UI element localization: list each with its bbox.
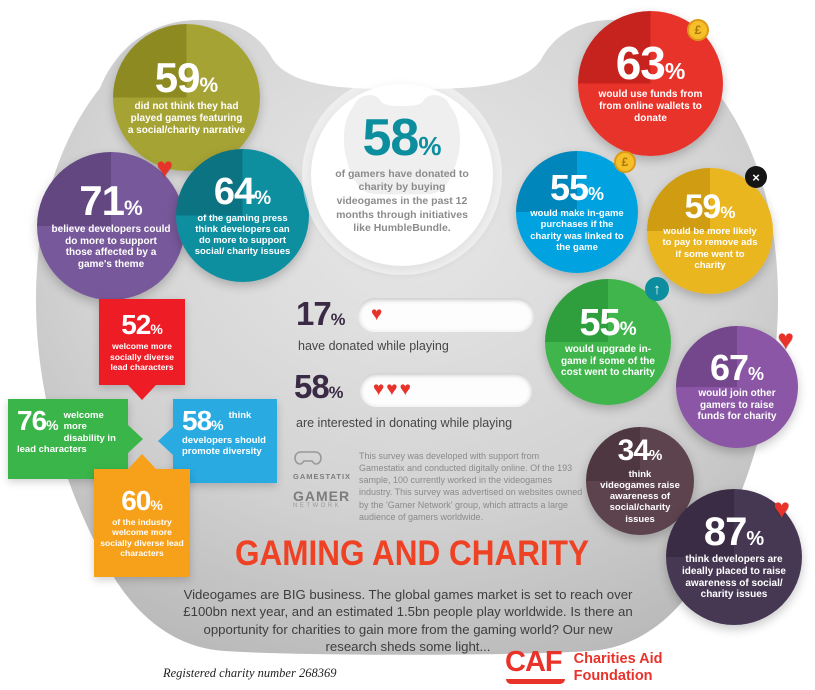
stat-value: 55% (549, 167, 605, 208)
stat-label: of the gaming press think developers can… (194, 212, 291, 258)
stat-label: would be more likely to pay to remove ad… (662, 226, 758, 271)
bubble-social-narrative: 59% did not think they had played games … (113, 24, 260, 171)
stat-value: 17% (296, 295, 346, 332)
heart-icon: ♥ (773, 493, 790, 524)
stat-label: welcome more disability in lead characte… (17, 410, 116, 456)
stat-label: are interested in donating while playing (296, 416, 513, 430)
heart-icon: ♥ (156, 152, 173, 183)
diamond-industry-diverse: 60% of the industry welcome more sociall… (94, 454, 190, 577)
interested-donating-row: 58% ♥♥♥ are interested in donating while… (294, 370, 549, 442)
coin-icon: £ (614, 151, 636, 173)
stat-value: 59% (154, 54, 219, 102)
stat-label: think developers are ideally placed to r… (682, 553, 786, 601)
stat-label: think videogames raise awareness of soci… (600, 468, 680, 525)
stat-label: of the industry welcome more socially di… (100, 517, 184, 559)
survey-note: GAMESTATIX GAMER NETWORK This survey was… (293, 450, 587, 523)
stat-value: 87% (703, 509, 765, 554)
gamer-network-logo: GAMER NETWORK (293, 488, 351, 509)
bubble-gaming-press: 64% of the gaming press think developers… (176, 149, 309, 282)
stat-value: 64% (213, 170, 272, 213)
diamond-socially-diverse: 52% welcome more socially diverse lead c… (99, 299, 185, 400)
bubble-raise-funds: ♥ 67% would join other gamers to raise f… (676, 326, 798, 448)
coin-icon: £ (687, 19, 709, 41)
intro-paragraph: Videogames are BIG business. The global … (183, 587, 633, 655)
stat-value: 60% (121, 484, 163, 516)
stat-value: 55% (579, 301, 637, 344)
page-title: GAMING AND CHARITY (234, 534, 590, 573)
caf-logo-name: Charities Aid Foundation (574, 648, 663, 686)
gamer-network-subtext: NETWORK (293, 503, 342, 509)
caf-logo-mark: CAF (505, 648, 565, 686)
stat-label: would use funds from from online wallets… (598, 89, 703, 124)
gamestatix-logo-text: GAMESTATIX (293, 472, 352, 481)
stat-value: 67% (709, 346, 765, 388)
heart-icon: ♥♥♥ (373, 379, 413, 400)
bubble-online-wallets: £ 63% would use funds from from online w… (578, 11, 723, 156)
diamond-promote-diversity: 58% think developers should promote dive… (158, 399, 277, 483)
stat-value: 34% (617, 434, 663, 468)
pointer-down (128, 385, 156, 400)
bubble-developers-support: ♥ 71% believe developers could do more t… (37, 152, 185, 300)
heart-icon: ♥ (371, 304, 385, 325)
caf-logo: CAF Charities Aid Foundation (505, 648, 663, 686)
heart-icon: ♥ (777, 324, 794, 355)
stat-value: 58% (182, 405, 224, 436)
gamestatix-logo: GAMESTATIX (293, 450, 352, 481)
caf-name-line2: Foundation (573, 668, 653, 685)
stat-label: of gamers have donated to charity by buy… (335, 167, 469, 235)
donated-while-playing-row: 17% ♥ have donated while playing (296, 297, 551, 369)
stat-label: believe developers could do more to supp… (51, 223, 171, 271)
bubble-remove-ads: × 59% would be more likely to pay to rem… (647, 166, 773, 294)
pointer-left (158, 427, 173, 455)
arrow-up-icon: ↑ (645, 277, 669, 301)
bubble-raise-awareness: 34% think videogames raise awareness of … (586, 427, 694, 535)
stat-value: 76% (17, 405, 59, 436)
registered-charity-number: Registered charity number 268369 (163, 666, 337, 680)
bubble-ingame-purchases: £ 55% would make in-game purchases if th… (516, 151, 638, 273)
stat-label: have donated while playing (298, 339, 449, 353)
stat-value: 63% (615, 37, 686, 90)
bubble-ideally-placed: ♥ 87% think developers are ideally place… (666, 489, 802, 625)
diamond-disability: 76% welcome more disability in lead char… (8, 399, 143, 479)
bubble-center-donated: 58% of gamers have donated to charity by… (311, 84, 493, 266)
stat-label: would upgrade in-game if some of the cos… (561, 343, 655, 379)
stat-value: 58% (362, 109, 442, 168)
pointer-up (128, 454, 156, 469)
gamestatix-logo-icon (294, 451, 322, 465)
stat-value: 59% (684, 187, 736, 226)
stat-label: would make in-game purchases if the char… (530, 208, 624, 253)
bubble-upgrade-ingame: ↑ 55% would upgrade in-game if some of t… (545, 277, 671, 405)
pointer-right (128, 425, 143, 453)
caf-name-line1: Charities Aid (573, 651, 663, 667)
survey-logos: GAMESTATIX GAMER NETWORK (293, 450, 352, 523)
controller-watermark-icon (343, 95, 460, 195)
stat-label: would join other gamers to raise funds f… (697, 387, 777, 423)
gamer-logo-text: GAMER (293, 488, 351, 504)
stat-value: 52% (121, 308, 163, 340)
donation-meter: ♥♥♥ (360, 373, 532, 406)
stat-label: welcome more socially diverse lead chara… (109, 341, 175, 372)
survey-text: This survey was developed with support f… (359, 451, 583, 522)
stat-value: 71% (79, 176, 143, 224)
stat-label: did not think they had played games feat… (127, 101, 246, 136)
stat-value: 58% (294, 368, 344, 405)
donation-meter: ♥ (358, 298, 534, 331)
close-icon: × (745, 166, 767, 188)
stat-label: think developers should promote diversit… (182, 410, 266, 458)
